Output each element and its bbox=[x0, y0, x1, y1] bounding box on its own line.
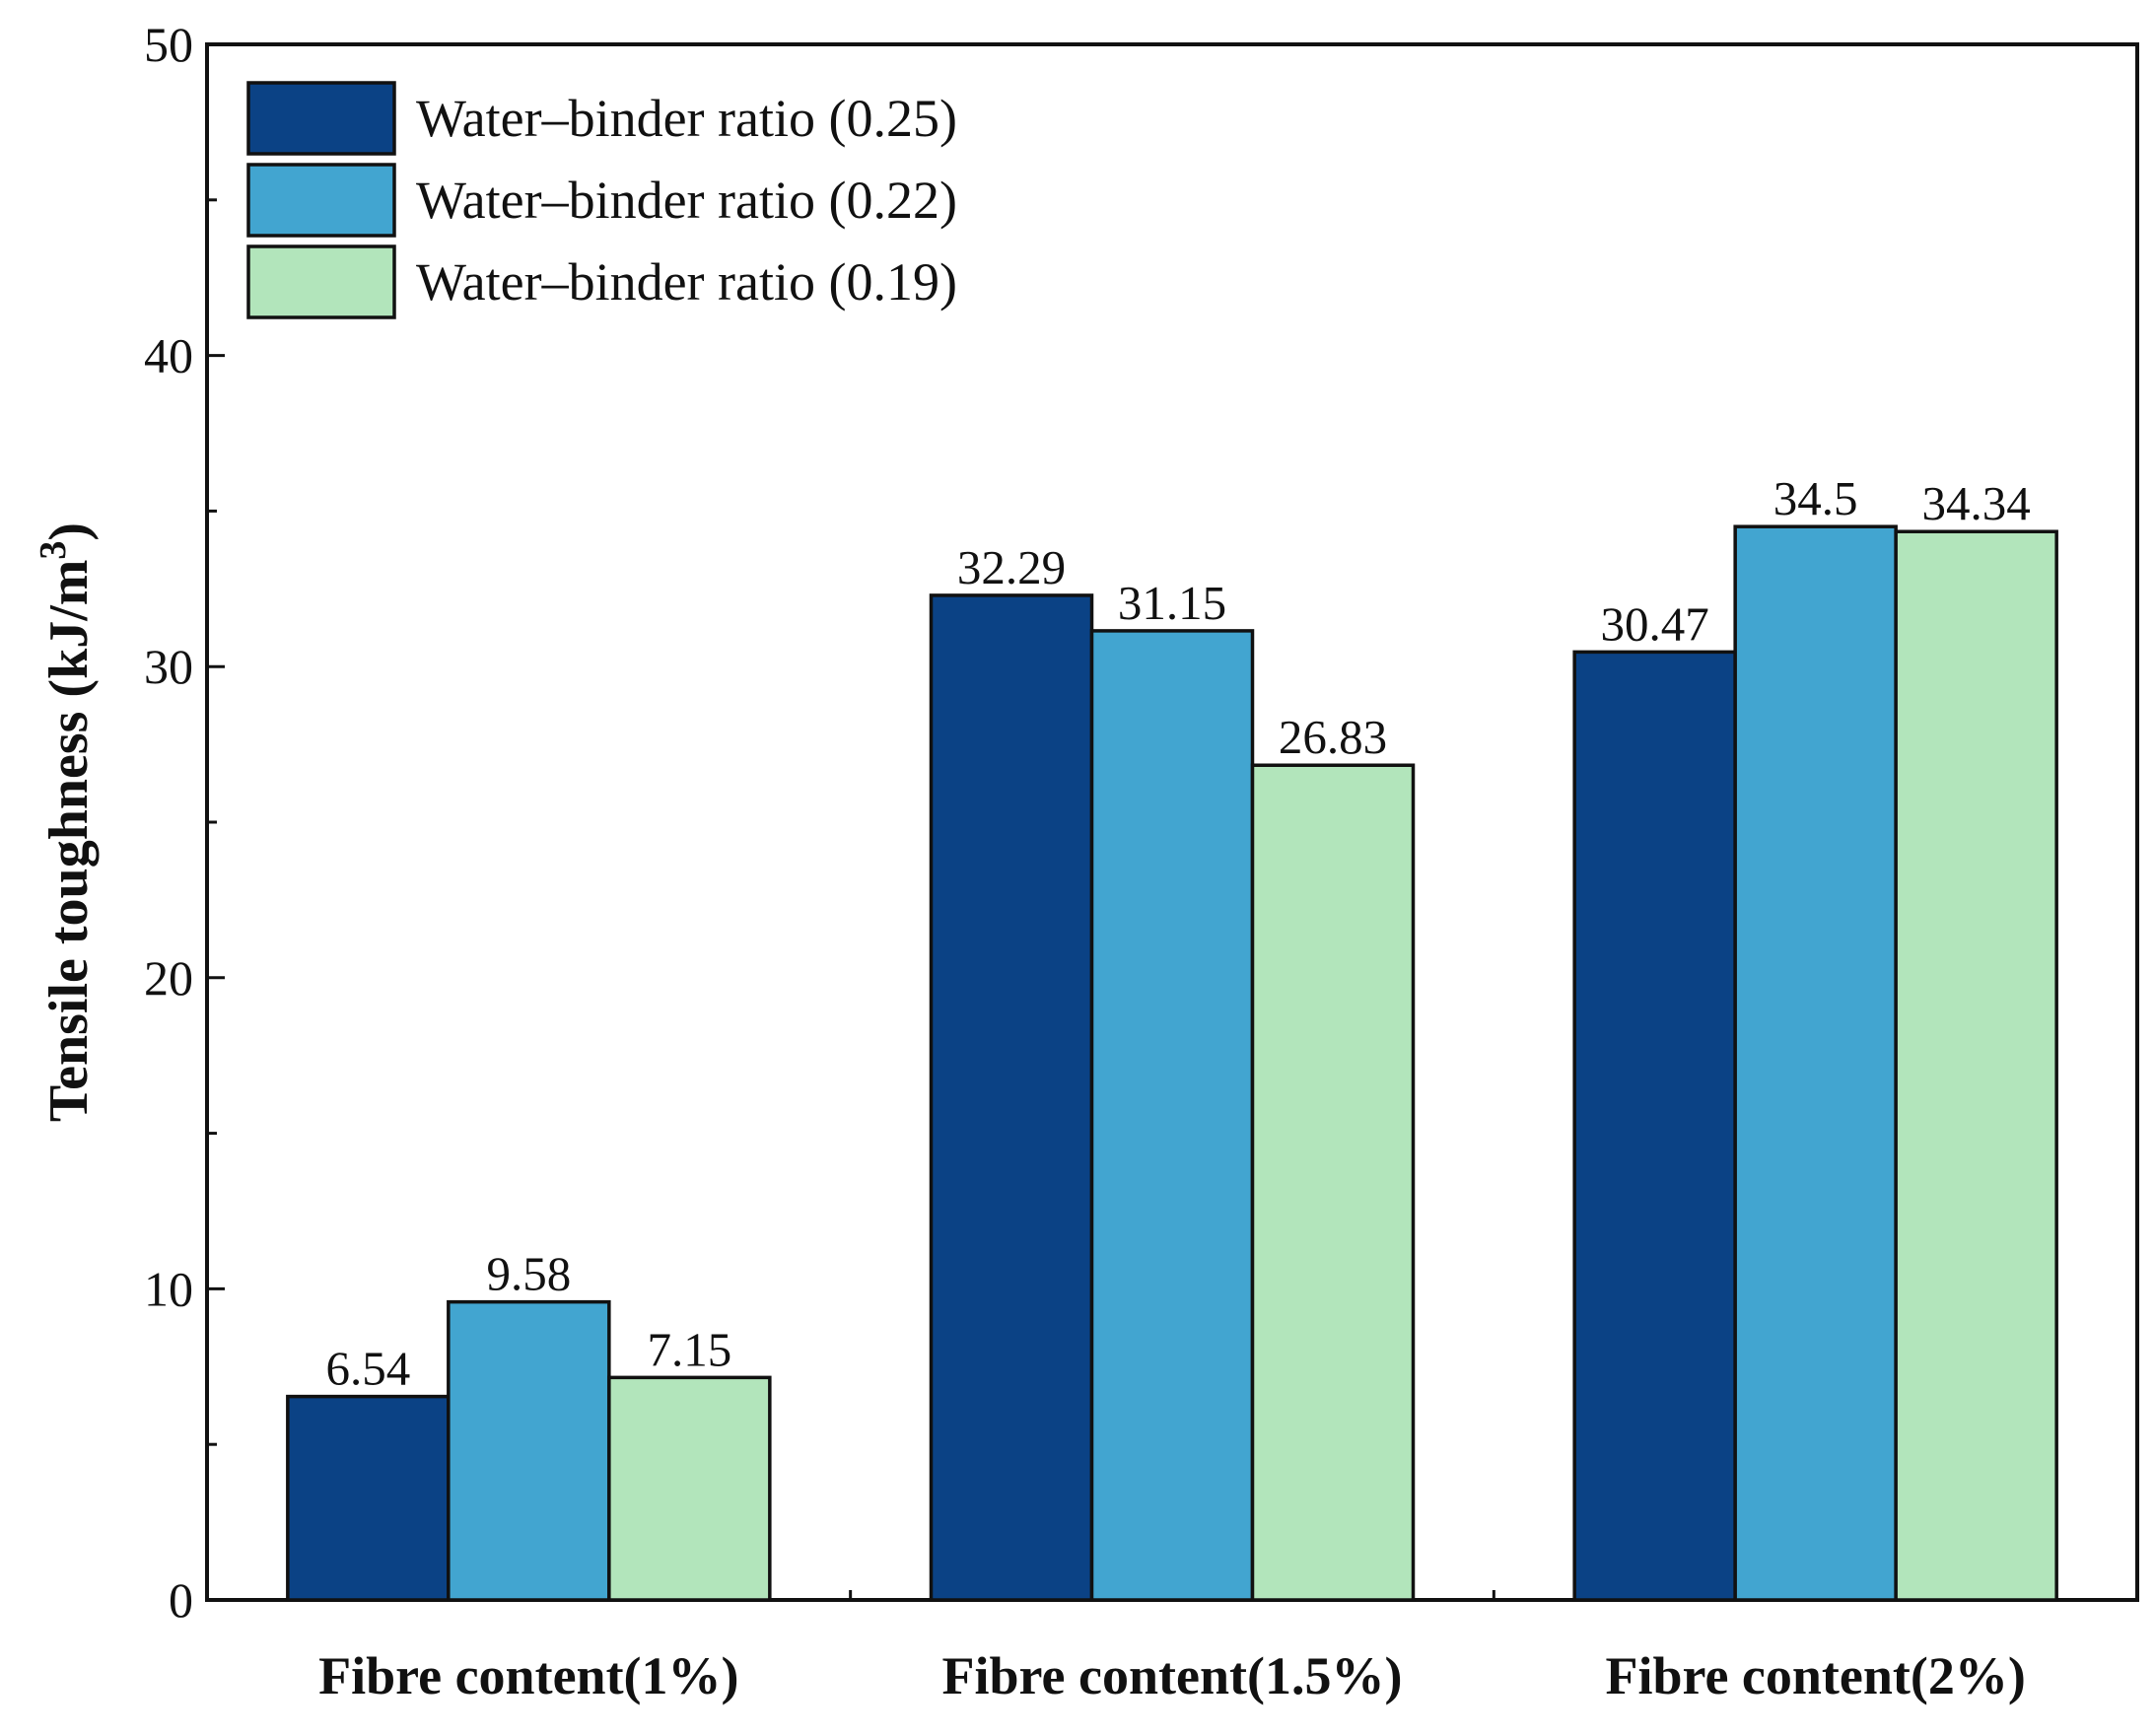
data-label: 32.29 bbox=[957, 540, 1066, 594]
bar-3-2 bbox=[1250, 763, 1416, 1602]
x-category-label: Fibre content(1%) bbox=[318, 1646, 738, 1705]
y-tick-label: 0 bbox=[169, 1572, 193, 1628]
y-tick-label: 20 bbox=[144, 950, 193, 1006]
y-axis-title: Tensile toughness (kJ/m3) bbox=[33, 522, 100, 1122]
data-label: 7.15 bbox=[647, 1322, 731, 1376]
x-category-label: Fibre content(1.5%) bbox=[942, 1646, 1403, 1705]
bar-1-1 bbox=[286, 1394, 451, 1602]
bar-2-2 bbox=[1089, 629, 1255, 1602]
bar-1-2 bbox=[929, 593, 1094, 1602]
bar-3-1 bbox=[607, 1375, 772, 1602]
legend-label-2: Water–binder ratio (0.22) bbox=[416, 171, 957, 230]
data-label: 26.83 bbox=[1279, 710, 1387, 764]
data-label: 6.54 bbox=[325, 1342, 410, 1396]
legend-swatch-3 bbox=[246, 244, 396, 319]
y-tick-label: 30 bbox=[144, 639, 193, 694]
legend-label-1: Water–binder ratio (0.25) bbox=[416, 89, 957, 148]
bar-2-1 bbox=[447, 1299, 611, 1602]
data-label: 34.34 bbox=[1922, 476, 2031, 530]
legend: Water–binder ratio (0.25) Water–binder ra… bbox=[246, 81, 957, 319]
bar-3-3 bbox=[1894, 529, 2058, 1602]
legend-swatch-2 bbox=[246, 163, 396, 238]
y-tick-label: 50 bbox=[144, 17, 193, 72]
data-label: 30.47 bbox=[1601, 596, 1709, 651]
data-label: 34.5 bbox=[1773, 471, 1858, 525]
y-tick-label: 10 bbox=[144, 1261, 193, 1316]
legend-swatch-1 bbox=[246, 81, 396, 156]
bar-1-3 bbox=[1572, 650, 1737, 1602]
x-category-label: Fibre content(2%) bbox=[1605, 1646, 2025, 1705]
category-labels: Fibre content(1%) Fibre content(1.5%) Fibr… bbox=[318, 1646, 2026, 1705]
data-label: 31.15 bbox=[1118, 576, 1226, 630]
data-labels: 6.54 9.58 7.15 32.29 31.15 26.83 30.47 34.5 34.3… bbox=[325, 471, 2030, 1395]
bars bbox=[286, 524, 2058, 1602]
legend-label-3: Water–binder ratio (0.19) bbox=[416, 252, 957, 312]
bar-2-3 bbox=[1733, 524, 1898, 1602]
axis-ticks: 0 10 20 30 40 50 bbox=[144, 17, 1979, 1628]
data-label: 9.58 bbox=[486, 1247, 571, 1301]
y-tick-label: 40 bbox=[144, 328, 193, 383]
